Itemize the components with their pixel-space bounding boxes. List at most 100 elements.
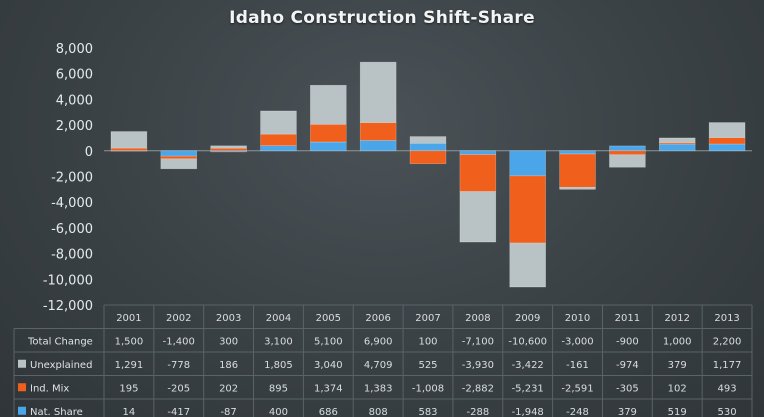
- bar-segment: [310, 124, 347, 143]
- bar-segment: [310, 141, 347, 152]
- bar-segment: [708, 143, 746, 152]
- bar-segment: [409, 136, 447, 144]
- y-tick-label: -6,000: [51, 222, 93, 237]
- bar-segment: [260, 145, 297, 152]
- table-cell: -1,948: [512, 407, 544, 417]
- table-row-label: Total Change: [27, 336, 93, 347]
- table-cell: 4,709: [364, 360, 393, 371]
- y-tick-label: 4,000: [56, 93, 93, 108]
- table-cell: -3,930: [462, 360, 494, 371]
- table-cell: 195: [119, 383, 138, 394]
- bar-segment: [459, 150, 497, 155]
- x-category-label: 2011: [615, 313, 640, 324]
- y-tick-label: -2,000: [51, 171, 93, 186]
- table-cell: -417: [167, 407, 190, 417]
- table-cell: -1,008: [412, 383, 444, 394]
- table-cell: 1,805: [264, 360, 293, 371]
- bar-segment: [260, 133, 297, 146]
- table-row-label: Nat. Share: [30, 407, 83, 417]
- legend-swatch: [18, 359, 26, 368]
- x-category-label: 2002: [166, 313, 191, 324]
- bar-segment: [160, 155, 198, 160]
- table-cell: 379: [668, 360, 687, 371]
- table-cell: 1,500: [115, 336, 144, 347]
- bar-segment: [110, 131, 148, 149]
- table-cell: 525: [418, 360, 437, 371]
- bar-segment: [160, 158, 198, 170]
- table-cell: 686: [319, 407, 338, 417]
- y-tick-label: -4,000: [51, 196, 93, 211]
- table-cell: -1,400: [163, 336, 195, 347]
- table-cell: -3,422: [512, 360, 544, 371]
- table-cell: 1,291: [115, 360, 144, 371]
- table-cell: 379: [618, 407, 637, 417]
- table-cell: 583: [418, 407, 437, 417]
- table-cell: -161: [566, 360, 589, 371]
- bar-segment: [509, 242, 546, 288]
- table-cell: 5,100: [314, 336, 343, 347]
- x-category-label: 2001: [116, 313, 141, 324]
- bar-segment: [359, 122, 397, 141]
- bar-segment: [459, 154, 497, 192]
- bar-segment: [509, 175, 546, 244]
- table-cell: -900: [616, 336, 639, 347]
- legend-swatch: [18, 406, 26, 415]
- table-cell: -2,882: [462, 383, 494, 394]
- chart-title: Idaho Construction Shift-Share: [229, 8, 535, 28]
- bar-segment: [409, 150, 447, 165]
- table-cell: -305: [616, 383, 639, 394]
- table-cell: -248: [566, 407, 589, 417]
- table-cell: 400: [269, 407, 288, 417]
- table-row-label: Unexplained: [30, 360, 92, 371]
- table-cell: 530: [718, 407, 737, 417]
- table-cell: 519: [668, 407, 687, 417]
- axis-layer: -12,000 -10,000 -8,000 -6,000 -4,000 -2,000 0 2…: [43, 42, 752, 314]
- table-cell: 895: [269, 383, 288, 394]
- table-cell: 1,383: [364, 383, 393, 394]
- bar-segment: [210, 145, 247, 149]
- x-category-label: 2012: [665, 313, 690, 324]
- table-cell: -974: [616, 360, 639, 371]
- table-cell: -2,591: [561, 383, 593, 394]
- bar-segment: [359, 140, 397, 152]
- bar-segment: [409, 143, 447, 152]
- table-cell: -87: [220, 407, 236, 417]
- bar-segment: [559, 186, 596, 190]
- y-tick-label: 6,000: [56, 68, 93, 83]
- bar-segment: [609, 150, 646, 156]
- table-cell: 1,374: [314, 383, 343, 394]
- data-table: 2001 2002 2003 2004 2005 2006 2007 2008 2009 2010…: [13, 304, 753, 417]
- table-cell: 493: [718, 383, 737, 394]
- bar-segment: [160, 150, 198, 157]
- table-row-label: Ind. Mix: [30, 383, 69, 394]
- x-category-label: 2003: [216, 313, 241, 324]
- bar-segment: [110, 147, 148, 151]
- x-category-label: 2008: [465, 313, 490, 324]
- table-cell: 6,900: [364, 336, 393, 347]
- table-cell: -10,600: [508, 336, 547, 347]
- table-cell: -288: [466, 407, 489, 417]
- table-cell: 3,040: [314, 360, 343, 371]
- y-tick-label: -12,000: [43, 299, 93, 314]
- table-cell: -5,231: [512, 383, 544, 394]
- table-cell: 808: [369, 407, 388, 417]
- x-category-label: 2010: [565, 313, 590, 324]
- table-cell: 186: [219, 360, 238, 371]
- table-cell: 300: [219, 336, 238, 347]
- bar-segment: [310, 84, 347, 125]
- x-category-label: 2007: [415, 313, 440, 324]
- x-category-label: 2005: [316, 313, 341, 324]
- bar-segment: [559, 150, 596, 155]
- table-cell: -3,000: [561, 336, 593, 347]
- bar-segment: [708, 122, 746, 138]
- table-cell: 1,177: [713, 360, 742, 371]
- table-cell: 2,200: [713, 336, 742, 347]
- bar-segment: [509, 150, 546, 177]
- x-category-label: 2006: [365, 313, 390, 324]
- bar-segment: [658, 137, 696, 144]
- bar-segment: [210, 147, 247, 152]
- y-tick-label: -8,000: [51, 248, 93, 263]
- bar-segment: [459, 191, 497, 243]
- bar-segment: [609, 154, 646, 168]
